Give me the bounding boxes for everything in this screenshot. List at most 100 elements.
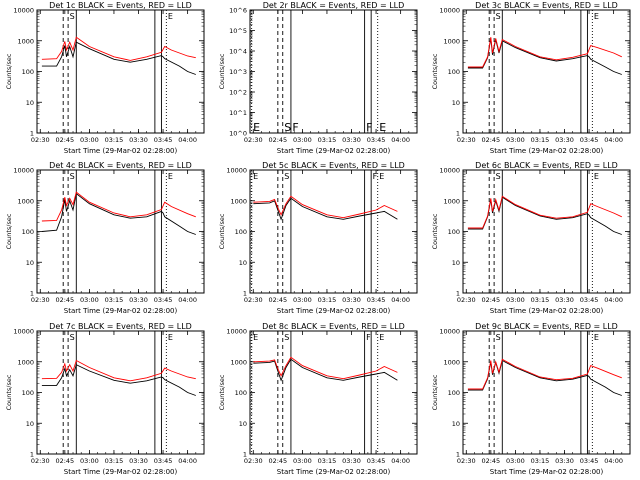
y-axis-label: Counts/sec bbox=[5, 374, 13, 410]
x-tick-label: 02:45 bbox=[481, 296, 500, 304]
y-tick-label: 10 bbox=[452, 259, 460, 267]
x-tick-label: 02:45 bbox=[481, 457, 500, 465]
y-tick-label: 10000 bbox=[13, 167, 34, 175]
y-tick-label: 100 bbox=[22, 68, 34, 76]
x-tick-label: 03:15 bbox=[318, 296, 337, 304]
x-tick-label: 04:00 bbox=[391, 136, 410, 144]
y-tick-label: 1 bbox=[456, 451, 460, 459]
plot-frame bbox=[36, 330, 205, 455]
x-tick-label: 04:00 bbox=[178, 296, 197, 304]
panel-det-7c: Det 7c BLACK = Events, RED = LLD Counts/s… bbox=[5, 322, 205, 476]
series-line-lld bbox=[41, 36, 196, 61]
y-axis-label: Counts/sec bbox=[431, 374, 439, 410]
y-tick-label: 1 bbox=[30, 451, 34, 459]
marker-label: E bbox=[594, 333, 599, 342]
x-tick-label: 02:45 bbox=[268, 136, 287, 144]
series-line-lld bbox=[467, 37, 622, 68]
series-line-events bbox=[467, 38, 622, 75]
series-line-lld bbox=[41, 191, 196, 222]
y-tick-label: 100 bbox=[448, 68, 460, 76]
x-tick-label: 03:30 bbox=[342, 457, 361, 465]
panel-det-9c: Det 9c BLACK = Events, RED = LLD Counts/s… bbox=[431, 322, 631, 476]
marker-label: S bbox=[496, 172, 501, 181]
y-tick-label: 1000 bbox=[443, 197, 460, 205]
plot-frame bbox=[36, 9, 205, 134]
x-axis-label: Start Time (29-Mar-02 02:28:00) bbox=[64, 468, 178, 476]
panel-title: Det 7c BLACK = Events, RED = LLD bbox=[49, 322, 192, 331]
marker-label: S bbox=[284, 121, 291, 134]
x-tick-label: 03:30 bbox=[129, 136, 148, 144]
x-tick-label: 03:00 bbox=[80, 136, 99, 144]
y-tick-label: 1000 bbox=[17, 197, 34, 205]
y-axis-label: Counts/sec bbox=[218, 53, 226, 89]
series-line-lld bbox=[467, 195, 622, 229]
x-tick-label: 04:00 bbox=[604, 457, 623, 465]
series-line-lld bbox=[253, 356, 398, 380]
x-axis-label: Start Time (29-Mar-02 02:28:00) bbox=[64, 307, 178, 315]
plot-frame bbox=[462, 330, 631, 455]
y-tick-label: 100 bbox=[22, 389, 34, 397]
marker-label: E bbox=[253, 121, 260, 134]
x-tick-label: 03:00 bbox=[293, 136, 312, 144]
x-tick-label: 02:30 bbox=[31, 296, 50, 304]
series-line-events bbox=[41, 41, 196, 75]
x-tick-label: 03:45 bbox=[154, 296, 173, 304]
y-tick-label: 10000 bbox=[226, 328, 247, 336]
marker-label: S bbox=[284, 172, 289, 181]
x-tick-label: 04:00 bbox=[604, 136, 623, 144]
y-tick-label: 1000 bbox=[443, 37, 460, 45]
panel-det-3c: Det 3c BLACK = Events, RED = LLD Counts/s… bbox=[431, 1, 631, 155]
marker-label: S bbox=[70, 333, 75, 342]
x-tick-label: 02:30 bbox=[457, 457, 476, 465]
x-tick-label: 02:30 bbox=[457, 296, 476, 304]
marker-label: E bbox=[168, 12, 173, 21]
x-tick-label: 03:45 bbox=[580, 457, 599, 465]
x-tick-label: 02:30 bbox=[31, 457, 50, 465]
x-tick-label: 03:15 bbox=[105, 296, 124, 304]
x-tick-label: 03:00 bbox=[80, 296, 99, 304]
x-tick-label: 03:00 bbox=[506, 457, 525, 465]
x-tick-label: 03:45 bbox=[580, 136, 599, 144]
marker-label: F bbox=[366, 121, 372, 134]
y-tick-label: 100 bbox=[235, 389, 247, 397]
series-line-events bbox=[253, 197, 398, 221]
x-tick-label: 03:45 bbox=[580, 296, 599, 304]
marker-label: E bbox=[168, 333, 173, 342]
y-tick-label: 10000 bbox=[439, 328, 460, 336]
x-tick-label: 03:15 bbox=[105, 136, 124, 144]
y-tick-label: 10 bbox=[26, 420, 34, 428]
panel-det-8c: Det 8c BLACK = Events, RED = LLD Counts/s… bbox=[218, 322, 418, 476]
y-tick-label: 1 bbox=[456, 290, 460, 298]
y-tick-label: 10^0 bbox=[229, 130, 247, 138]
panel-det-5c: Det 5c BLACK = Events, RED = LLD Counts/s… bbox=[218, 161, 418, 315]
marker-label: E bbox=[594, 172, 599, 181]
x-tick-label: 02:30 bbox=[244, 296, 263, 304]
y-tick-label: 10^2 bbox=[229, 89, 247, 97]
marker-label: E bbox=[253, 333, 258, 342]
x-tick-label: 04:00 bbox=[391, 457, 410, 465]
x-axis-label: Start Time (29-Mar-02 02:28:00) bbox=[277, 147, 391, 155]
x-tick-label: 03:00 bbox=[80, 457, 99, 465]
series-line-lld bbox=[253, 195, 398, 219]
y-tick-label: 1 bbox=[30, 290, 34, 298]
panel-det-1c: Det 1c BLACK = Events, RED = LLD Counts/s… bbox=[5, 1, 205, 155]
x-axis-label: Start Time (29-Mar-02 02:28:00) bbox=[277, 468, 391, 476]
y-tick-label: 1 bbox=[30, 130, 34, 138]
marker-label: F bbox=[373, 172, 378, 181]
marker-label: F bbox=[366, 333, 371, 342]
y-tick-label: 100 bbox=[22, 228, 34, 236]
panel-title: Det 2r BLACK = Events, RED = LLD bbox=[263, 1, 405, 10]
y-tick-label: 1000 bbox=[230, 358, 247, 366]
marker-label: E bbox=[379, 172, 384, 181]
x-tick-label: 02:30 bbox=[31, 136, 50, 144]
y-tick-label: 1 bbox=[243, 451, 247, 459]
x-tick-label: 02:45 bbox=[481, 136, 500, 144]
y-tick-label: 1000 bbox=[17, 37, 34, 45]
y-tick-label: 10000 bbox=[13, 7, 34, 15]
y-tick-label: 10000 bbox=[13, 328, 34, 336]
x-tick-label: 02:45 bbox=[268, 296, 287, 304]
y-tick-label: 10 bbox=[26, 99, 34, 107]
x-tick-label: 03:45 bbox=[367, 136, 386, 144]
x-tick-label: 03:00 bbox=[506, 296, 525, 304]
marker-label: S bbox=[70, 172, 75, 181]
